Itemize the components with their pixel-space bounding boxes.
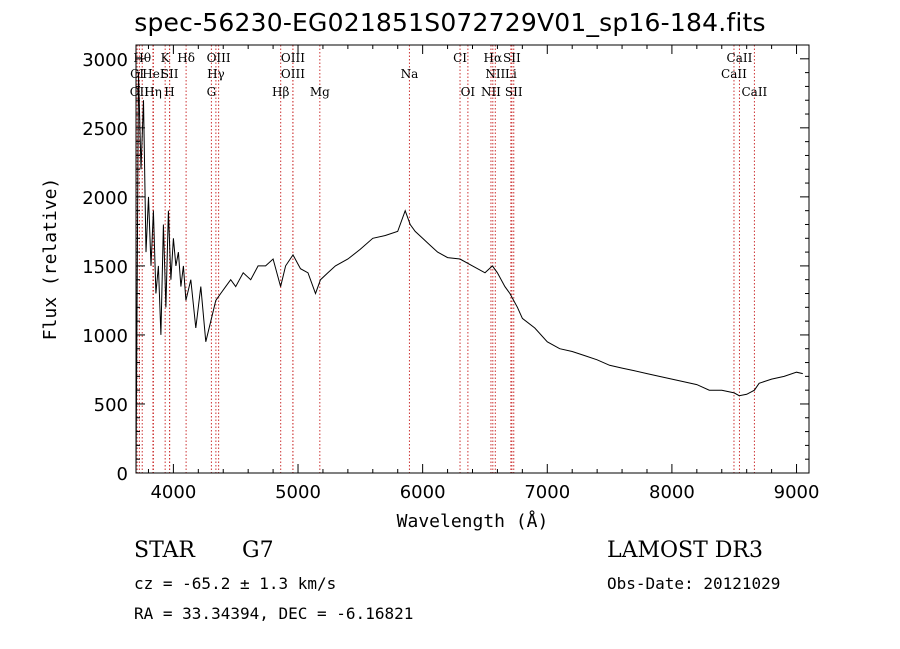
annotation-label-21: NII	[485, 67, 505, 81]
plot-frame	[135, 44, 810, 474]
annotation-label-15: Mg	[310, 85, 330, 99]
y-tick-label-5: 2500	[82, 119, 128, 140]
x-tick-label-0: 4000	[150, 482, 196, 503]
chart-title: spec-56230-EG021851S072729V01_sp16-184.f…	[134, 8, 766, 37]
spectrum-line	[135, 72, 803, 474]
y-tick-label-3: 1500	[82, 257, 128, 278]
annotation-label-18: OI	[461, 85, 476, 99]
x-tick-label-1: 5000	[275, 482, 321, 503]
annotation-label-6: SII	[161, 67, 179, 81]
annotation-label-9: OIII	[207, 51, 231, 65]
annotation-label-19: Hα	[484, 51, 503, 65]
annotation-label-2: CI	[130, 67, 144, 81]
annotation-label-27: CaII	[741, 85, 767, 99]
annotation-label-8: Hδ	[177, 51, 195, 65]
object-class: STAR	[134, 538, 195, 563]
redshift-text: cz = -65.2 ± 1.3 km/s	[134, 574, 337, 593]
y-tick-label-0: 0	[117, 464, 128, 485]
coordinates-text: RA = 33.34394, DEC = -6.16821	[134, 604, 414, 623]
annotation-label-5: K	[161, 51, 171, 65]
y-tick-label-6: 3000	[82, 50, 128, 71]
annotation-label-0: OII	[130, 85, 150, 99]
annotation-label-3: Hη	[144, 85, 162, 99]
annotation-label-26: CaII	[721, 67, 747, 81]
annotation-label-16: Na	[401, 67, 419, 81]
x-tick-label-5: 9000	[774, 482, 820, 503]
annotation-label-24: SII	[505, 85, 523, 99]
obs-date-text: Obs-Date: 20121029	[607, 574, 781, 593]
y-tick-label-2: 1000	[82, 326, 128, 347]
annotation-label-23: NII	[481, 85, 501, 99]
annotation-label-25: CaII	[727, 51, 753, 65]
annotation-label-4: HeI	[142, 67, 165, 81]
x-tick-label-4: 8000	[649, 482, 695, 503]
y-tick-label-1: 500	[94, 395, 128, 416]
annotation-label-12: OIII	[281, 51, 305, 65]
x-axis-label: Wavelength (Å)	[397, 510, 549, 532]
y-axis-label: Flux (relative)	[40, 178, 61, 341]
annotation-label-11: G	[207, 85, 217, 99]
annotation-label-10: Hγ	[207, 67, 225, 81]
annotation-label-14: Hβ	[272, 85, 289, 99]
annotation-label-13: OIII	[281, 67, 305, 81]
annotation-label-20: SII	[503, 51, 521, 65]
annotation-label-17: CI	[453, 51, 467, 65]
spectral-subclass: G7	[242, 538, 274, 563]
survey-name: LAMOST DR3	[607, 538, 763, 563]
y-tick-label-4: 2000	[82, 188, 128, 209]
x-tick-label-2: 6000	[400, 482, 446, 503]
annotation-label-7: H	[164, 85, 174, 99]
annotation-label-22: Li	[505, 67, 517, 81]
annotation-label-1: Hθ	[133, 51, 151, 65]
x-tick-label-3: 7000	[524, 482, 570, 503]
